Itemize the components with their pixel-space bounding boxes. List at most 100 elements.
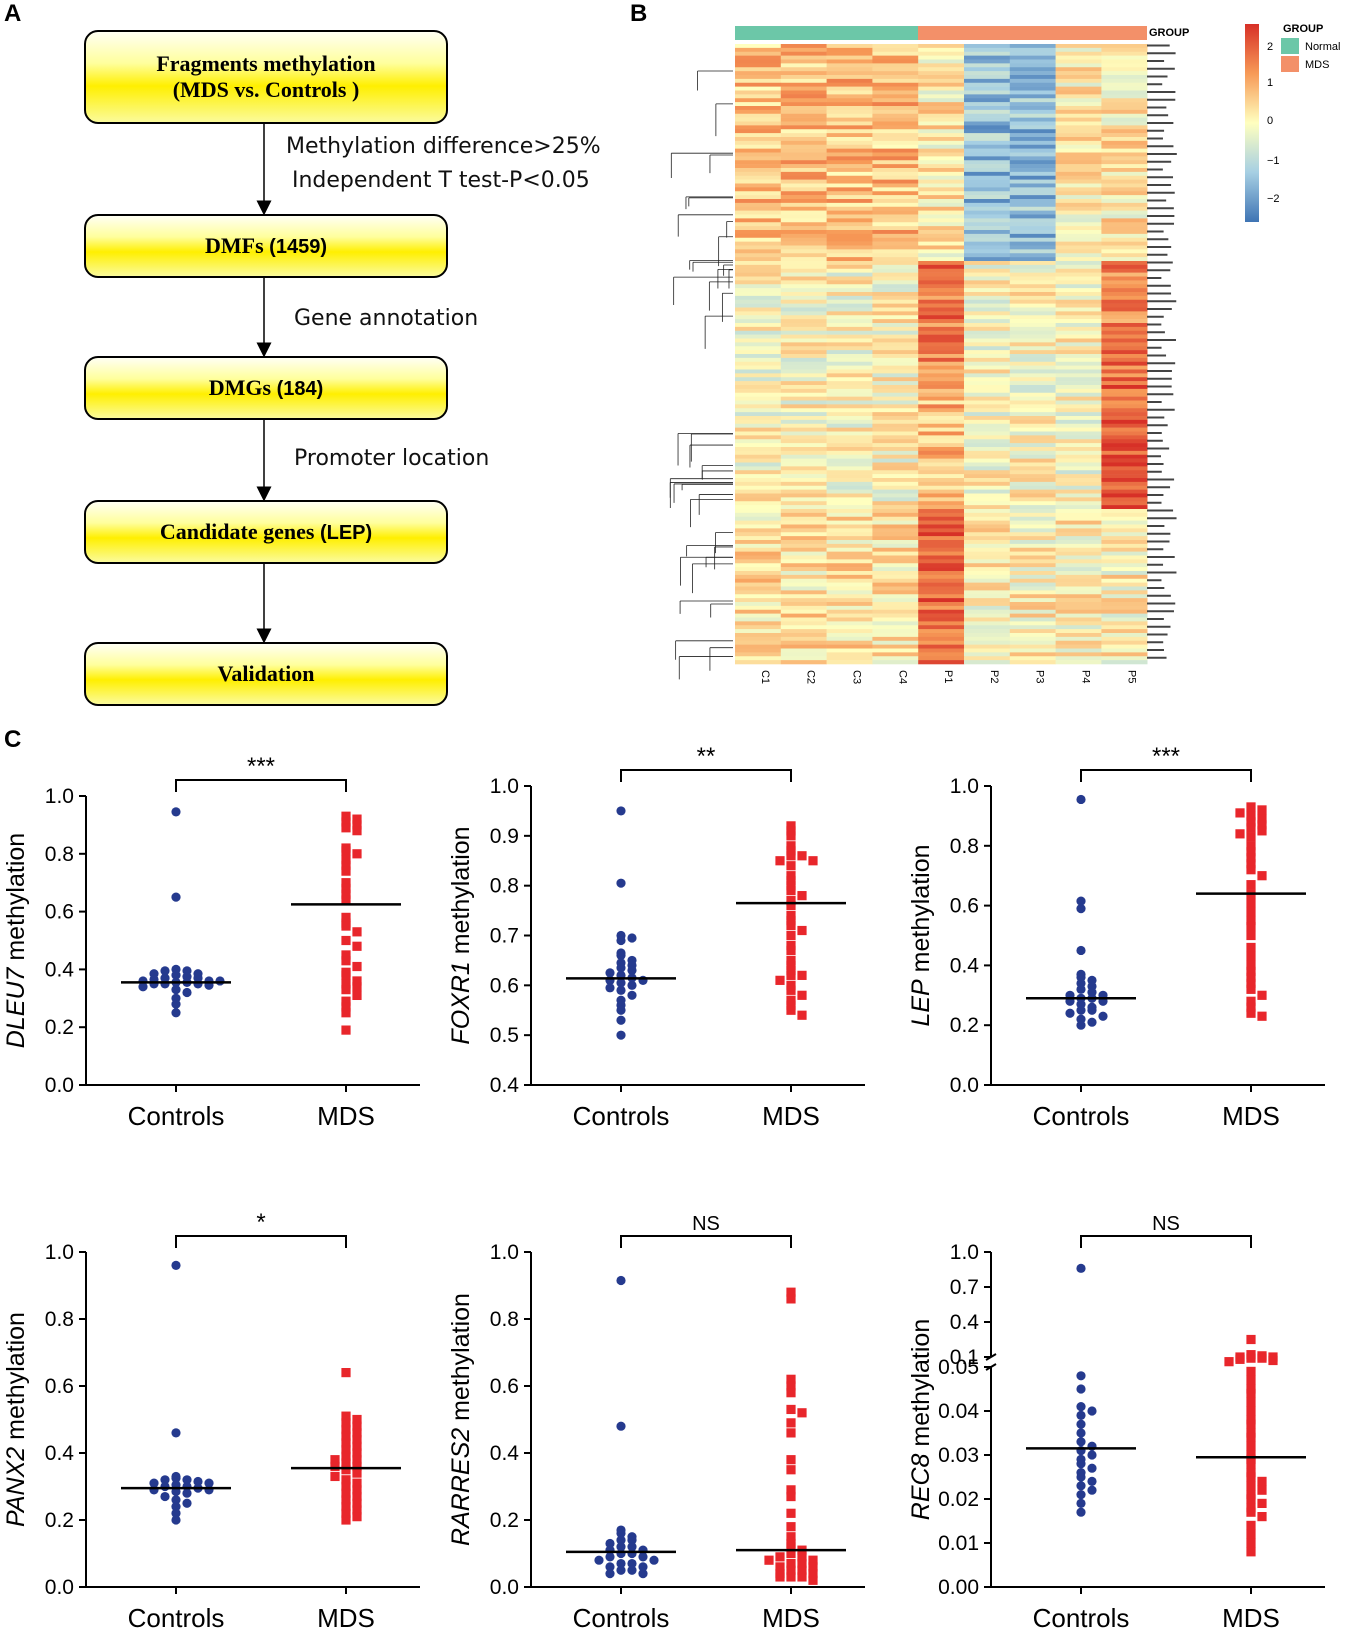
dleu7-y-tick-label: 0.2 (45, 1016, 74, 1039)
heatmap-cell (735, 210, 782, 215)
heatmap-cell (872, 106, 919, 111)
heatmap-cell (872, 191, 919, 196)
heatmap-cell (1055, 350, 1102, 355)
heatmap-cell (1101, 202, 1148, 208)
scale-tick-minus-1: −1 (1267, 155, 1280, 167)
heatmap-cell (872, 113, 919, 118)
gene-label-mark (1147, 67, 1175, 70)
heatmap-cell (1101, 299, 1148, 304)
heatmap-cell (872, 319, 919, 324)
heatmap-cell (918, 528, 965, 533)
heatmap-cell (735, 241, 782, 246)
heatmap-cell (826, 505, 873, 510)
heatmap-cell (918, 501, 965, 506)
lep-significance-label: *** (1152, 743, 1180, 770)
heatmap-cell (1101, 90, 1148, 95)
heatmap-cell (1101, 536, 1148, 541)
dleu7-mds-point (341, 985, 351, 995)
heatmap-cell (1101, 71, 1148, 76)
heatmap-cell (872, 474, 919, 479)
panx2-mds-point (341, 1431, 351, 1441)
heatmap-cell (918, 137, 965, 142)
heatmap-cell (780, 307, 827, 312)
rec8-control-point (1087, 1476, 1097, 1486)
heatmap-cell (1101, 156, 1148, 161)
rarres2-control-point (638, 1569, 648, 1579)
heatmap-cell (735, 245, 782, 250)
heatmap-cell (780, 137, 827, 142)
rarres2-control-point (627, 1558, 637, 1569)
heatmap-cell (1055, 427, 1102, 432)
dleu7-control-point (149, 979, 159, 989)
heatmap-cell (780, 195, 827, 200)
heatmap-cell (780, 268, 827, 273)
heatmap-cell (1101, 59, 1148, 64)
heatmap-cell (1009, 334, 1056, 339)
heatmap-cell (964, 319, 1011, 324)
heatmap-cell (735, 187, 782, 192)
dleu7-mds-point (341, 1008, 351, 1018)
heatmap-cell (872, 466, 919, 471)
lep-mds-point (1246, 841, 1256, 851)
heatmap-cell (780, 350, 827, 355)
heatmap-cell (735, 470, 782, 475)
gene-label-mark (1147, 486, 1171, 489)
heatmap-cell (826, 350, 873, 355)
gene-label-mark (1147, 122, 1174, 124)
heatmap-cell (1101, 447, 1148, 452)
heatmap-cell (918, 586, 965, 591)
heatmap-cell (1009, 245, 1056, 250)
heatmap-cell (964, 276, 1011, 281)
heatmap-cell (964, 392, 1011, 397)
heatmap-cell (1101, 303, 1148, 308)
heatmap-cell (918, 59, 965, 64)
heatmap-cell (780, 543, 827, 549)
heatmap-cell (1055, 168, 1102, 173)
heatmap-cell (964, 555, 1011, 560)
heatmap-cell (872, 505, 919, 510)
heatmap-cell (1055, 466, 1102, 471)
heatmap-cell (1055, 412, 1102, 417)
heatmap-cell (1055, 563, 1102, 568)
heatmap-cell (918, 230, 965, 235)
heatmap-cell (918, 509, 965, 514)
lep-mds-point (1246, 847, 1256, 857)
heatmap-cell (1009, 493, 1056, 498)
panx2-mds-point (352, 1428, 362, 1438)
heatmap-cell (826, 261, 873, 266)
gene-label-mark (1147, 129, 1165, 132)
heatmap-cell (918, 133, 965, 138)
heatmap-cell (735, 501, 782, 506)
heatmap-cell (964, 330, 1011, 335)
dendrogram-branch (690, 433, 733, 462)
heatmap-cell (918, 431, 965, 436)
heatmap-cell (964, 466, 1011, 471)
heatmap-cell (826, 160, 873, 165)
dleu7-mds-point (341, 895, 351, 905)
heatmap-cell (918, 299, 965, 304)
heatmap-cell (735, 629, 782, 634)
heatmap-cell (872, 206, 919, 211)
heatmap-cell (1009, 350, 1056, 355)
panx2-control-point (160, 1491, 170, 1502)
heatmap-cell (964, 458, 1011, 463)
heatmap-cell (780, 295, 827, 301)
heatmap-cell (872, 427, 919, 432)
heatmap-cell (735, 439, 782, 444)
heatmap-cell (1009, 547, 1056, 552)
foxr1-mds-point (786, 876, 796, 886)
heatmap-cell (1055, 388, 1102, 394)
heatmap-cell (1009, 183, 1056, 188)
color-scale-bar (1245, 24, 1259, 222)
heatmap-cell (918, 90, 965, 95)
heatmap-cell (826, 660, 873, 665)
heatmap-cell (964, 354, 1011, 359)
rec8-control-point (1076, 1490, 1086, 1500)
heatmap-cell (1009, 338, 1056, 343)
heatmap-cell (918, 346, 965, 351)
heatmap-cell (872, 183, 919, 188)
heatmap-cell (964, 55, 1011, 60)
heatmap-cell (780, 369, 827, 374)
gene-label-mark (1147, 594, 1171, 597)
foxr1-control-point (616, 1030, 626, 1040)
